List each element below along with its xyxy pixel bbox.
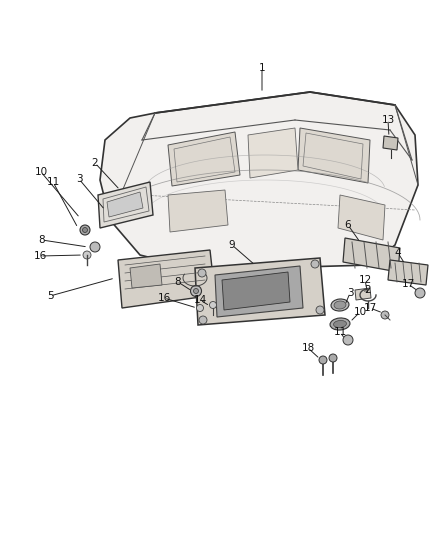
- Text: 17: 17: [364, 303, 377, 313]
- Text: 16: 16: [157, 293, 171, 303]
- Polygon shape: [388, 260, 428, 285]
- Ellipse shape: [333, 320, 346, 328]
- Text: 17: 17: [401, 279, 415, 289]
- Circle shape: [82, 228, 88, 232]
- Circle shape: [83, 251, 91, 259]
- Text: 12: 12: [358, 275, 371, 285]
- Polygon shape: [383, 136, 398, 150]
- Text: 3: 3: [347, 288, 353, 298]
- Circle shape: [415, 288, 425, 298]
- Polygon shape: [100, 92, 418, 270]
- Polygon shape: [298, 128, 370, 183]
- Text: 3: 3: [76, 174, 82, 184]
- Polygon shape: [107, 192, 143, 217]
- Polygon shape: [195, 258, 325, 325]
- Text: 2: 2: [365, 285, 371, 295]
- Polygon shape: [168, 190, 228, 232]
- Polygon shape: [215, 266, 303, 317]
- Text: 11: 11: [46, 177, 60, 187]
- Polygon shape: [98, 182, 153, 228]
- Polygon shape: [130, 264, 162, 288]
- Circle shape: [197, 304, 204, 311]
- Circle shape: [343, 335, 353, 345]
- Circle shape: [199, 316, 207, 324]
- Circle shape: [198, 269, 206, 277]
- Text: 13: 13: [381, 115, 395, 125]
- Text: 1: 1: [259, 63, 265, 73]
- Text: 10: 10: [35, 167, 48, 177]
- Circle shape: [311, 260, 319, 268]
- Text: 8: 8: [39, 235, 45, 245]
- Text: 4: 4: [395, 248, 401, 258]
- Text: 2: 2: [92, 158, 98, 168]
- Text: 11: 11: [333, 327, 346, 337]
- Polygon shape: [338, 195, 385, 240]
- Circle shape: [381, 311, 389, 319]
- Text: 5: 5: [47, 291, 53, 301]
- Text: 9: 9: [229, 240, 235, 250]
- Circle shape: [80, 225, 90, 235]
- Circle shape: [316, 306, 324, 314]
- Polygon shape: [222, 272, 290, 310]
- Polygon shape: [355, 288, 371, 300]
- Polygon shape: [248, 128, 298, 178]
- Ellipse shape: [331, 299, 349, 311]
- Text: 18: 18: [301, 343, 314, 353]
- Circle shape: [319, 356, 327, 364]
- Text: 14: 14: [193, 295, 207, 305]
- Circle shape: [90, 242, 100, 252]
- Ellipse shape: [330, 318, 350, 330]
- Circle shape: [329, 354, 337, 362]
- Circle shape: [191, 286, 201, 296]
- Polygon shape: [118, 250, 215, 308]
- Text: 8: 8: [175, 277, 181, 287]
- Text: 10: 10: [353, 307, 367, 317]
- Text: 6: 6: [345, 220, 351, 230]
- Polygon shape: [168, 132, 240, 186]
- Circle shape: [209, 302, 216, 309]
- Circle shape: [194, 288, 198, 294]
- Ellipse shape: [334, 301, 346, 309]
- Polygon shape: [343, 238, 400, 272]
- Text: 16: 16: [33, 251, 46, 261]
